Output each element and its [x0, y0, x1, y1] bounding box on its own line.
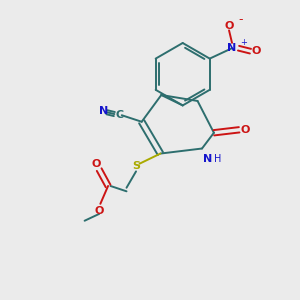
- Text: N: N: [99, 106, 109, 116]
- Text: O: O: [92, 159, 101, 169]
- Text: -: -: [238, 13, 243, 26]
- Text: N: N: [203, 154, 212, 164]
- Text: O: O: [240, 125, 250, 135]
- Text: O: O: [252, 46, 261, 56]
- Text: +: +: [240, 38, 247, 47]
- Text: C: C: [116, 110, 124, 120]
- Text: H: H: [214, 154, 221, 164]
- Text: O: O: [224, 21, 234, 31]
- Text: S: S: [132, 161, 140, 171]
- Text: N: N: [227, 43, 237, 53]
- Text: O: O: [94, 206, 104, 216]
